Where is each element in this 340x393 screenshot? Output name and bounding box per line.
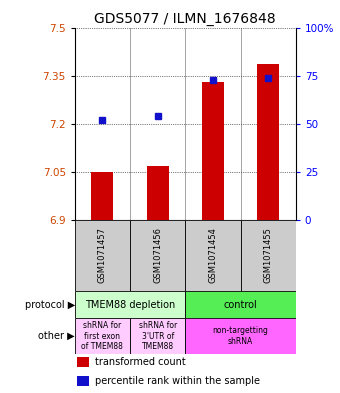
Bar [241, 220, 296, 291]
Bar [257, 64, 279, 220]
Bar [75, 291, 185, 318]
Bar [202, 82, 224, 220]
Bar [185, 318, 296, 354]
Bar [185, 220, 241, 291]
Bar [75, 318, 130, 354]
Bar [91, 172, 114, 220]
Bar [75, 220, 130, 291]
Text: GSM1071456: GSM1071456 [153, 228, 162, 283]
Bar [147, 165, 169, 220]
Title: GDS5077 / ILMN_1676848: GDS5077 / ILMN_1676848 [95, 13, 276, 26]
Text: transformed count: transformed count [95, 357, 185, 367]
Text: percentile rank within the sample: percentile rank within the sample [95, 376, 260, 386]
Text: GSM1071454: GSM1071454 [208, 228, 217, 283]
Text: protocol ▶: protocol ▶ [24, 299, 75, 310]
Bar [130, 318, 185, 354]
Text: shRNA for
first exon
of TMEM88: shRNA for first exon of TMEM88 [82, 321, 123, 351]
Bar [185, 291, 296, 318]
Bar [77, 376, 89, 386]
Text: shRNA for
3'UTR of
TMEM88: shRNA for 3'UTR of TMEM88 [139, 321, 177, 351]
Text: GSM1071455: GSM1071455 [264, 228, 273, 283]
Text: GSM1071457: GSM1071457 [98, 228, 107, 283]
Bar [77, 357, 89, 367]
Text: TMEM88 depletion: TMEM88 depletion [85, 299, 175, 310]
Text: non-targetting
shRNA: non-targetting shRNA [212, 326, 269, 346]
Bar [130, 220, 185, 291]
Text: control: control [224, 299, 257, 310]
Text: other ▶: other ▶ [38, 331, 75, 341]
